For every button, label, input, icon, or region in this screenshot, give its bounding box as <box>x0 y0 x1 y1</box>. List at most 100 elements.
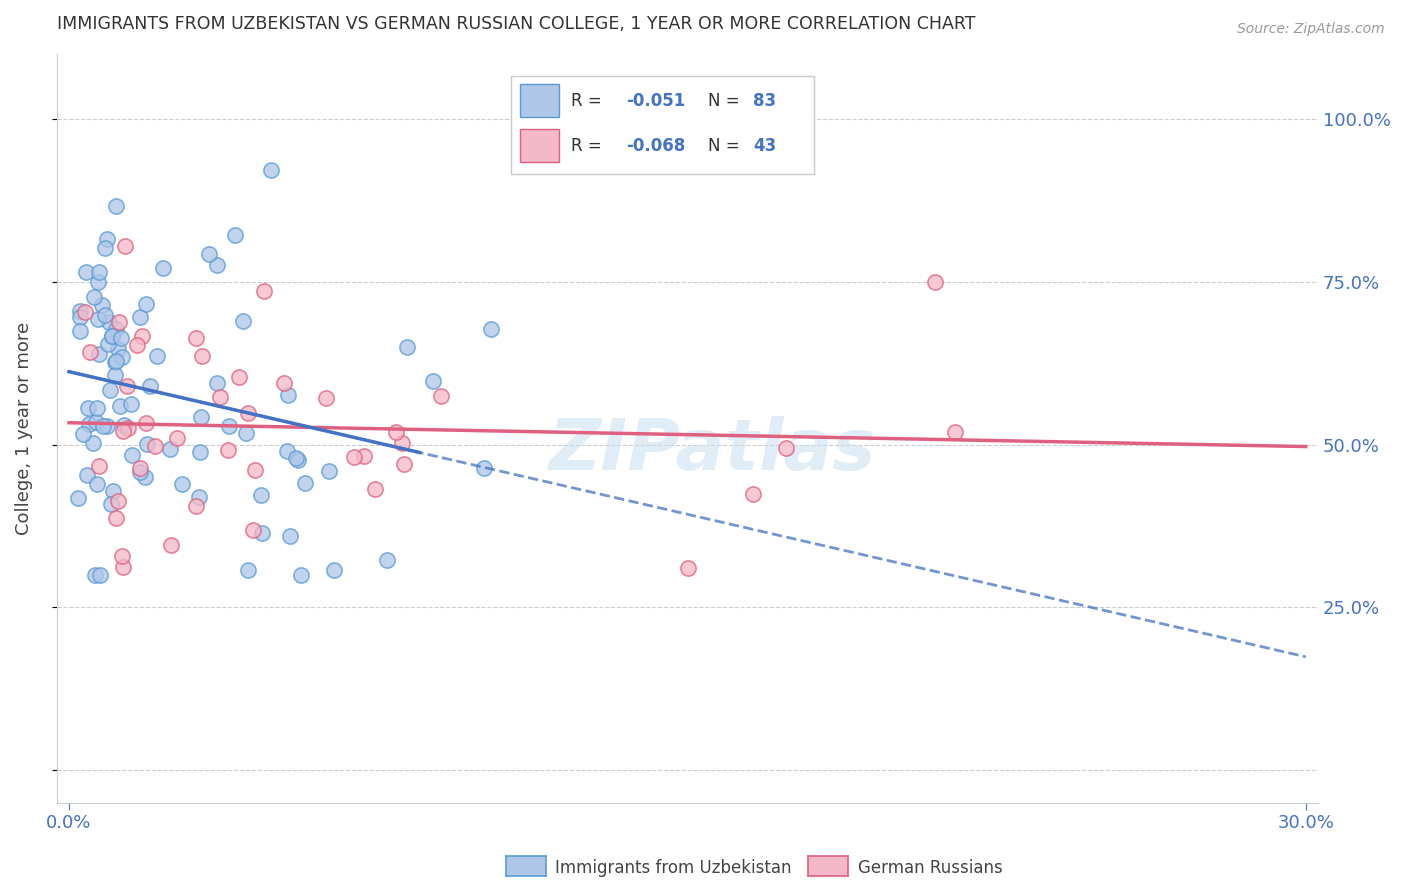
Point <box>342 450 364 465</box>
Point <box>96 232 118 246</box>
Point <box>364 482 387 496</box>
Point <box>87 312 110 326</box>
Point <box>89 459 111 474</box>
Point <box>93 419 115 434</box>
Point <box>76 467 98 482</box>
Point <box>110 330 132 344</box>
Text: German Russians: German Russians <box>858 859 1002 877</box>
Point <box>69 310 91 324</box>
Point <box>159 442 181 457</box>
Point <box>87 264 110 278</box>
Point <box>117 420 139 434</box>
Point <box>430 389 453 403</box>
Point <box>277 387 299 401</box>
Point <box>82 435 104 450</box>
Point <box>190 410 212 425</box>
Point <box>112 417 135 432</box>
Point <box>104 355 127 369</box>
Point <box>121 449 143 463</box>
Point <box>208 390 231 404</box>
Point <box>396 339 419 353</box>
Point <box>284 450 307 465</box>
Point <box>94 308 117 322</box>
Point <box>253 284 276 298</box>
Point <box>98 315 121 329</box>
Point <box>97 337 120 351</box>
Point <box>114 239 136 253</box>
Point <box>242 523 264 537</box>
Point <box>135 417 157 431</box>
Point <box>236 562 259 576</box>
Point <box>273 376 295 391</box>
Point <box>100 497 122 511</box>
Point <box>104 368 127 382</box>
Point <box>278 529 301 543</box>
Point <box>127 338 149 352</box>
Point <box>145 349 167 363</box>
Point <box>91 298 114 312</box>
Point <box>143 439 166 453</box>
Point <box>96 418 118 433</box>
Point <box>228 370 250 384</box>
Point <box>394 457 416 471</box>
Point <box>105 354 128 368</box>
Point <box>184 331 207 345</box>
Point <box>235 425 257 440</box>
Point <box>472 460 495 475</box>
Point <box>924 275 946 289</box>
Point <box>134 470 156 484</box>
Point <box>170 476 193 491</box>
Point <box>86 401 108 415</box>
Point <box>75 305 97 319</box>
Point <box>315 392 337 406</box>
Point <box>120 397 142 411</box>
Point <box>422 374 444 388</box>
Text: IMMIGRANTS FROM UZBEKISTAN VS GERMAN RUSSIAN COLLEGE, 1 YEAR OR MORE CORRELATION: IMMIGRANTS FROM UZBEKISTAN VS GERMAN RUS… <box>56 15 976 33</box>
Point <box>69 324 91 338</box>
Point <box>260 163 283 178</box>
Point <box>107 493 129 508</box>
Point <box>111 560 134 574</box>
Point <box>117 379 139 393</box>
Point <box>101 329 124 343</box>
Point <box>84 416 107 430</box>
Point <box>128 465 150 479</box>
Point <box>107 314 129 328</box>
Point <box>217 442 239 457</box>
Point <box>166 431 188 445</box>
Point <box>83 290 105 304</box>
Point <box>98 383 121 397</box>
Point <box>86 476 108 491</box>
Point <box>205 376 228 390</box>
Point <box>160 538 183 552</box>
Point <box>250 526 273 541</box>
Point <box>135 296 157 310</box>
Point <box>190 445 212 459</box>
Point <box>72 427 94 442</box>
Point <box>218 418 240 433</box>
Point <box>84 567 107 582</box>
Point <box>101 329 124 343</box>
Point <box>104 511 127 525</box>
Point <box>128 310 150 325</box>
Point <box>678 561 700 575</box>
Point <box>276 443 298 458</box>
Point <box>112 425 135 439</box>
Point <box>152 261 174 276</box>
Point <box>375 553 398 567</box>
Point <box>197 247 219 261</box>
Point <box>79 345 101 359</box>
Point <box>107 342 129 356</box>
Point <box>111 549 134 563</box>
Point <box>128 460 150 475</box>
Point <box>742 487 765 501</box>
Point <box>775 441 797 455</box>
Point <box>77 417 100 432</box>
Point <box>136 437 159 451</box>
Point <box>207 258 229 272</box>
Point <box>353 449 375 463</box>
Point <box>391 436 413 450</box>
Point <box>224 228 246 243</box>
Y-axis label: College, 1 year or more: College, 1 year or more <box>15 322 32 535</box>
Point <box>111 351 134 365</box>
